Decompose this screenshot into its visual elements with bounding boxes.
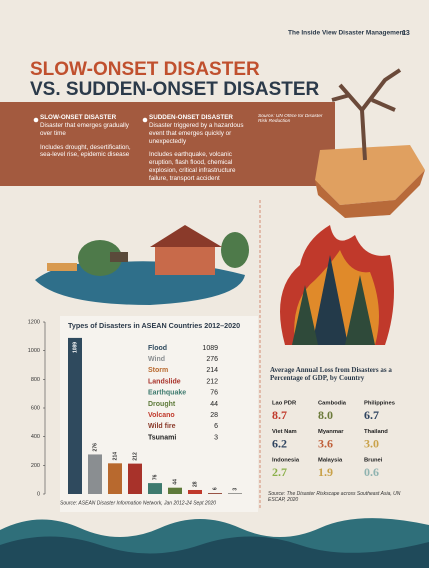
slow-examples: Includes drought, desertification, sea-l… bbox=[40, 143, 131, 159]
country-value: 6.2 bbox=[272, 436, 287, 450]
legend-name: Storm bbox=[148, 367, 168, 374]
value-label: 76 bbox=[152, 474, 158, 480]
drought-illustration bbox=[315, 68, 425, 218]
country-name: Myanmar bbox=[318, 429, 344, 435]
legend-name: Wild fire bbox=[148, 423, 176, 430]
flood-illustration bbox=[35, 225, 249, 305]
country-name: Indonesia bbox=[272, 458, 300, 464]
gdp-title-box: Average Annual Loss from Disasters as a … bbox=[270, 366, 392, 383]
value-label: 44 bbox=[172, 479, 178, 485]
gdp-loss: Average Annual Loss from Disasters as a … bbox=[268, 366, 401, 503]
bar bbox=[148, 483, 162, 494]
country-value: 3.0 bbox=[364, 436, 379, 450]
def-source: Source: UN Office for Disaster Risk Redu… bbox=[258, 114, 323, 124]
sudden-box: SUDDEN-ONSET DISASTER Disaster triggered… bbox=[149, 114, 244, 183]
gdp-title: Average Annual Loss from Disasters as a … bbox=[270, 366, 392, 383]
def-source-box: Source: UN Office for Disaster Risk Redu… bbox=[258, 114, 323, 124]
gdp-source: Source: The Disaster Riskscape across So… bbox=[268, 491, 401, 503]
magazine: The Inside View Disaster Management bbox=[288, 30, 406, 37]
legend-name: Earthquake bbox=[148, 390, 186, 397]
chart-source: Source: ASEAN Disaster Information Netwo… bbox=[60, 500, 216, 506]
value-label: 1089 bbox=[72, 342, 78, 353]
legend-value: 214 bbox=[206, 367, 218, 374]
country-name: Philippines bbox=[364, 401, 395, 407]
y-tick-label: 1000 bbox=[28, 348, 40, 354]
legend-name: Tsunami bbox=[148, 434, 176, 441]
legend-name: Wind bbox=[148, 356, 165, 363]
legend-name: Flood bbox=[148, 345, 167, 352]
country-name: Malaysia bbox=[318, 458, 343, 464]
bar bbox=[88, 454, 102, 494]
y-tick-label: 0 bbox=[37, 491, 40, 497]
bar bbox=[168, 487, 182, 494]
sudden-examples: Includes earthquake, volcanic eruption, … bbox=[149, 151, 236, 183]
legend-name: Landslide bbox=[148, 378, 181, 385]
country-value: 1.9 bbox=[318, 465, 333, 479]
y-tick-label: 800 bbox=[31, 377, 40, 383]
legend-value: 6 bbox=[214, 423, 218, 430]
legend-value: 3 bbox=[214, 434, 218, 441]
country-value: 6.7 bbox=[364, 408, 379, 422]
legend-value: 76 bbox=[210, 390, 218, 397]
y-tick-label: 400 bbox=[31, 434, 40, 440]
page-number: 13 bbox=[402, 30, 410, 37]
legend-value: 1089 bbox=[202, 345, 218, 352]
slow-box: SLOW-ONSET DISASTER Disaster that emerge… bbox=[40, 114, 131, 159]
country-value: 0.6 bbox=[364, 465, 379, 479]
legend-value: 276 bbox=[206, 356, 218, 363]
country-name: Thailand bbox=[364, 429, 388, 435]
chart: Types of Disasters in ASEAN Countries 20… bbox=[28, 319, 242, 506]
country-name: Lao PDR bbox=[272, 401, 297, 407]
bar bbox=[188, 489, 202, 494]
value-label: 3 bbox=[232, 488, 238, 491]
legend-name: Drought bbox=[148, 401, 176, 408]
bar bbox=[68, 337, 82, 494]
y-tick-label: 200 bbox=[31, 463, 40, 469]
gdp-source-box: Source: The Disaster Riskscape across So… bbox=[268, 491, 401, 503]
y-tick-label: 600 bbox=[31, 405, 40, 411]
country-value: 3.6 bbox=[318, 436, 333, 450]
legend-value: 212 bbox=[206, 378, 218, 385]
value-label: 214 bbox=[112, 452, 118, 461]
country-value: 8.7 bbox=[272, 408, 287, 422]
title-line1: SLOW-ONSET DISASTER bbox=[30, 59, 260, 80]
value-label: 212 bbox=[132, 452, 138, 461]
value-label: 276 bbox=[92, 443, 98, 452]
value-label: 28 bbox=[192, 481, 198, 487]
wave bbox=[0, 536, 429, 568]
bar bbox=[128, 463, 142, 494]
chart-title: Types of Disasters in ASEAN Countries 20… bbox=[68, 321, 240, 330]
bullet bbox=[33, 117, 39, 123]
bar bbox=[108, 463, 122, 494]
country-value: 2.7 bbox=[272, 465, 287, 479]
country-value: 8.0 bbox=[318, 408, 333, 422]
y-tick-label: 1200 bbox=[28, 319, 40, 325]
bullet bbox=[142, 117, 148, 123]
legend-name: Volcano bbox=[148, 412, 175, 419]
legend-value: 28 bbox=[210, 412, 218, 419]
title-line2: VS. SUDDEN-ONSET DISASTER bbox=[30, 79, 320, 100]
country-name: Cambodia bbox=[318, 401, 347, 407]
definition-band bbox=[0, 102, 335, 186]
legend-value: 44 bbox=[210, 401, 218, 408]
slow-heading: SLOW-ONSET DISASTER bbox=[40, 114, 117, 121]
value-label: 6 bbox=[212, 487, 218, 490]
sudden-text: Disaster triggered by a hazardous event … bbox=[149, 121, 244, 145]
slow-text: Disaster that emerges gradually over tim… bbox=[40, 121, 129, 137]
country-name: Brunei bbox=[364, 458, 383, 464]
sudden-heading: SUDDEN-ONSET DISASTER bbox=[149, 114, 233, 121]
country-name: Viet Nam bbox=[272, 429, 297, 435]
bar bbox=[208, 493, 222, 494]
fire-illustration bbox=[280, 225, 394, 345]
